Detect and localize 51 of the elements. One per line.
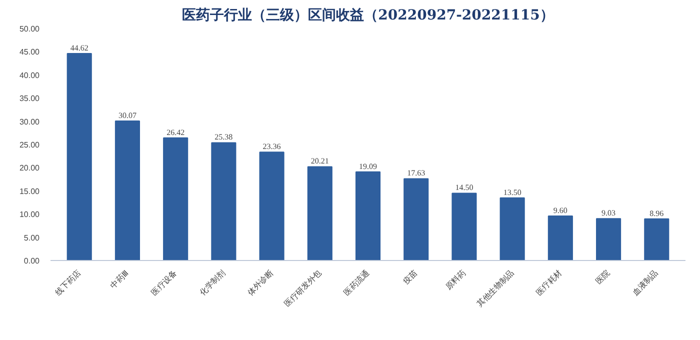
x-tick-label: 医疗耗材 <box>534 268 564 298</box>
x-tick-label: 血液制品 <box>630 268 660 298</box>
x-tick-label: 疫苗 <box>402 268 420 286</box>
bar <box>644 218 670 260</box>
bar <box>211 142 236 260</box>
x-tick-label: 医疗设备 <box>150 268 179 298</box>
data-label: 26.42 <box>166 128 185 137</box>
y-tick-label: 20.00 <box>19 164 40 173</box>
y-tick-label: 50.00 <box>19 24 40 34</box>
data-label: 30.07 <box>118 110 136 120</box>
y-tick-label: 45.00 <box>19 48 40 57</box>
data-label: 9.60 <box>553 206 568 215</box>
y-tick-label: 10.00 <box>19 210 40 220</box>
data-label: 13.50 <box>503 188 522 197</box>
y-tick-label: 25.00 <box>19 140 40 150</box>
bar <box>66 52 92 260</box>
bar <box>163 137 188 260</box>
x-tick-label: 医药流通 <box>342 268 372 298</box>
bar <box>307 166 332 260</box>
data-label: 19.09 <box>359 162 377 171</box>
bar <box>259 152 284 260</box>
x-tick-label: 体外诊断 <box>246 268 275 298</box>
data-label: 9.03 <box>602 208 616 218</box>
data-label: 25.38 <box>214 132 233 142</box>
chart-title: 医药子行业（三级）区间收益（20220927-20221115） <box>182 8 554 24</box>
data-label: 20.21 <box>310 156 329 166</box>
bar <box>452 192 477 260</box>
bar <box>404 178 429 260</box>
y-tick-label: 5.00 <box>24 233 40 242</box>
y-tick-label: 35.00 <box>19 94 40 104</box>
data-label: 44.62 <box>70 43 88 52</box>
data-label: 17.63 <box>407 168 426 178</box>
x-tick-label: 线下药店 <box>54 268 83 298</box>
bar <box>548 215 573 260</box>
y-tick-label: 0.00 <box>24 256 40 266</box>
bar <box>355 171 381 260</box>
bar <box>596 218 622 260</box>
bar <box>114 120 140 260</box>
x-tick-label: 原料药 <box>444 268 468 292</box>
data-label: 14.50 <box>455 183 474 192</box>
bar <box>500 197 525 260</box>
y-tick-label: 30.00 <box>19 117 40 126</box>
x-tick-label: 医疗研发外包 <box>282 268 324 309</box>
data-label: 23.36 <box>262 142 281 152</box>
x-tick-label: 其他生物制品 <box>475 268 516 309</box>
y-tick-label: 15.00 <box>19 186 40 196</box>
data-label: 8.96 <box>650 208 664 218</box>
x-tick-label: 化学制剂 <box>198 268 227 298</box>
x-tick-label: 医院 <box>594 268 612 286</box>
y-tick-label: 40.00 <box>19 70 40 80</box>
x-tick-label: 中药Ⅲ <box>108 268 131 290</box>
